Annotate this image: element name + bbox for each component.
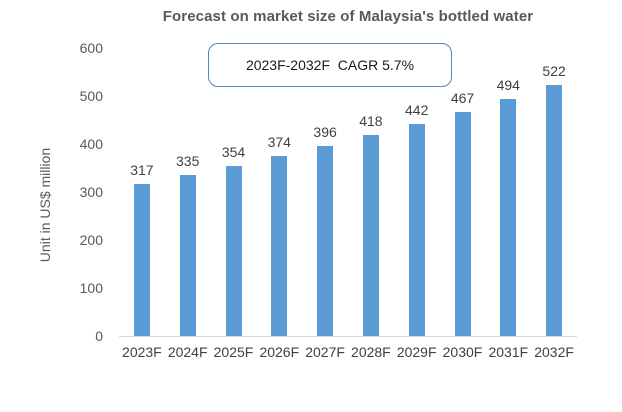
chart-title: Forecast on market size of Malaysia's bo… [162,8,534,25]
bar-value-label: 396 [313,123,337,140]
bar-value-label: 442 [405,101,429,118]
bar [225,166,242,336]
x-tick-label: 2024F [167,344,208,360]
x-tick-label: 2028F [351,344,391,360]
x-tick-label: 2030F [442,344,483,360]
bar-value-label: 522 [542,63,566,80]
bar [133,183,150,336]
bar-value-label: 418 [359,113,383,130]
x-tick-label: 2032F [534,344,574,360]
y-tick-label: 0 [95,328,103,344]
bar [317,145,334,336]
x-tick-label: 2026F [259,344,300,360]
y-tick-label: 400 [79,136,103,152]
y-axis-title: Unit in US$ million [37,147,53,263]
bar-value-label: 494 [496,76,520,93]
bar [271,156,288,336]
x-tick-label: 2027F [305,344,345,360]
bar [408,123,425,336]
bar-value-label: 317 [130,161,154,178]
y-tick-label: 600 [79,40,103,56]
cagr-annotation-text: 2023F-2032F CAGR 5.7% [245,57,415,73]
bar [454,111,471,336]
bar-value-label: 354 [221,144,246,161]
bar [546,85,563,336]
bar [500,98,517,336]
y-tick-label: 200 [79,232,103,248]
x-tick-label: 2025F [213,344,254,360]
y-tick-label: 500 [79,88,103,104]
x-tick-label: 2029F [396,344,437,360]
x-axis-line [119,336,577,337]
cagr-annotation-box: 2023F-2032F CAGR 5.7% [208,43,452,87]
bar-value-label: 467 [450,89,475,106]
bar-value-label: 374 [267,134,291,151]
bar [362,135,379,336]
bar-value-label: 335 [176,153,200,170]
x-tick-label: 2031F [488,344,529,360]
bar [179,175,196,336]
y-tick-label: 100 [79,280,103,296]
y-tick-label: 300 [79,184,103,200]
x-tick-label: 2023F [122,344,162,360]
